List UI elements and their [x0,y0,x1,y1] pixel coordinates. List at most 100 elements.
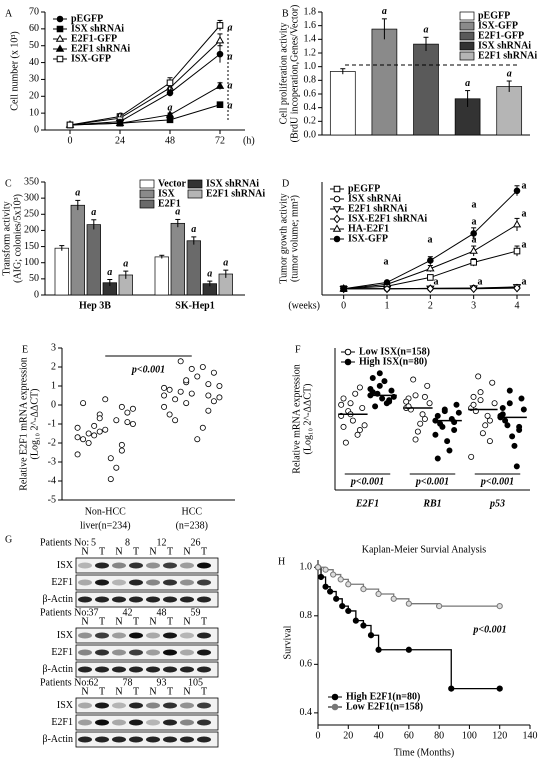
blot-band [129,719,143,726]
blot-band [197,719,211,726]
point [74,434,81,441]
annotation: a [107,267,112,278]
x-tick-label: 40 [374,730,384,741]
point [486,438,493,445]
point [215,36,225,44]
series-line [69,53,221,126]
point [360,622,367,629]
annotation: a [228,51,233,62]
legend-swatch [459,41,475,51]
lane-label: T [167,616,173,627]
y-tick-label: 10 [29,107,39,118]
legend-marker [55,34,65,42]
blot-strip [75,697,219,714]
point [166,411,173,418]
x-tick-label: Hep 3B [79,300,111,311]
bar [413,43,439,136]
blot-band [112,562,126,569]
point [210,398,217,405]
point [513,283,521,293]
point [96,428,103,435]
legend-marker [331,693,339,701]
legend-label: pEGFP [71,13,103,24]
blot-strip [75,714,219,731]
blot-band [180,666,194,673]
lane-label: T [133,616,139,627]
blot-band [163,579,177,586]
annotation: a [175,207,180,218]
point [205,381,212,388]
y-tick-label: 350 [24,176,39,187]
blot-band [78,702,92,709]
point [129,420,136,427]
lane-label: T [99,546,105,557]
annotation: a [384,256,389,267]
annotation: p<0.001 [480,476,514,487]
point [417,420,424,427]
legend-swatch [139,179,155,189]
annotation: a [168,102,173,113]
blot-band [112,649,126,656]
legend-marker [333,185,341,193]
blot-band [95,596,109,603]
point [199,363,206,370]
x-tick-label: 0 [316,730,321,741]
point [421,393,428,400]
annotation: a [522,180,527,191]
y-tick-label: 60 [29,23,39,34]
blot-band [95,649,109,656]
point [172,396,179,403]
point [513,463,520,470]
point [349,417,356,424]
legend-label: E2F1 shRNAi [71,43,130,54]
lane-label: T [167,686,173,697]
point [369,374,376,381]
blot-band [146,649,160,656]
y-axis-label: (Log₁₀ 2^-ΔΔCT) [302,384,313,455]
blot-band [129,562,143,569]
legend-label: ISX shRNAi [71,23,124,34]
series-line [69,85,221,126]
point [165,110,175,118]
blot-band [197,562,211,569]
x-tick-label: 24 [115,135,125,146]
legend-swatch [139,189,155,199]
x-tick-label: 20 [343,730,353,741]
y-axis-label: (AIG; colonies/5x10³) [12,194,23,283]
point [513,247,521,255]
point [512,220,522,228]
point [426,263,435,272]
point [379,395,386,402]
point [441,408,448,415]
annotation: a [168,82,173,93]
blot-band [78,736,92,743]
point [369,389,376,396]
point [85,439,92,446]
point [188,390,195,397]
annotation: a [478,276,483,287]
annotation: a [522,276,527,287]
point [453,401,460,408]
blot-band [180,736,194,743]
x-axis-label: (h) [243,135,255,146]
point [85,430,92,437]
legend-label: ISX-GFP [348,233,388,244]
lane-label: T [201,616,207,627]
point [118,403,125,410]
legend-swatch [139,199,155,209]
bar [329,71,356,136]
x-tick-label: RB1 [422,498,441,509]
annotation: a [522,239,527,250]
annotation: a [424,25,429,36]
point [205,392,212,399]
blot-band [112,719,126,726]
blot-band [112,666,126,673]
legend-swatch [187,179,203,189]
x-tick-label: liver(n=234) [80,520,131,531]
legend-swatch [459,31,475,41]
patients-label: Patients No: [40,607,89,618]
point [118,441,125,448]
legend-label: ISX-GFP [478,20,518,31]
y-tick-label: 0.6 [300,659,313,670]
legend-label: E2F1 shRNAi [478,50,537,61]
